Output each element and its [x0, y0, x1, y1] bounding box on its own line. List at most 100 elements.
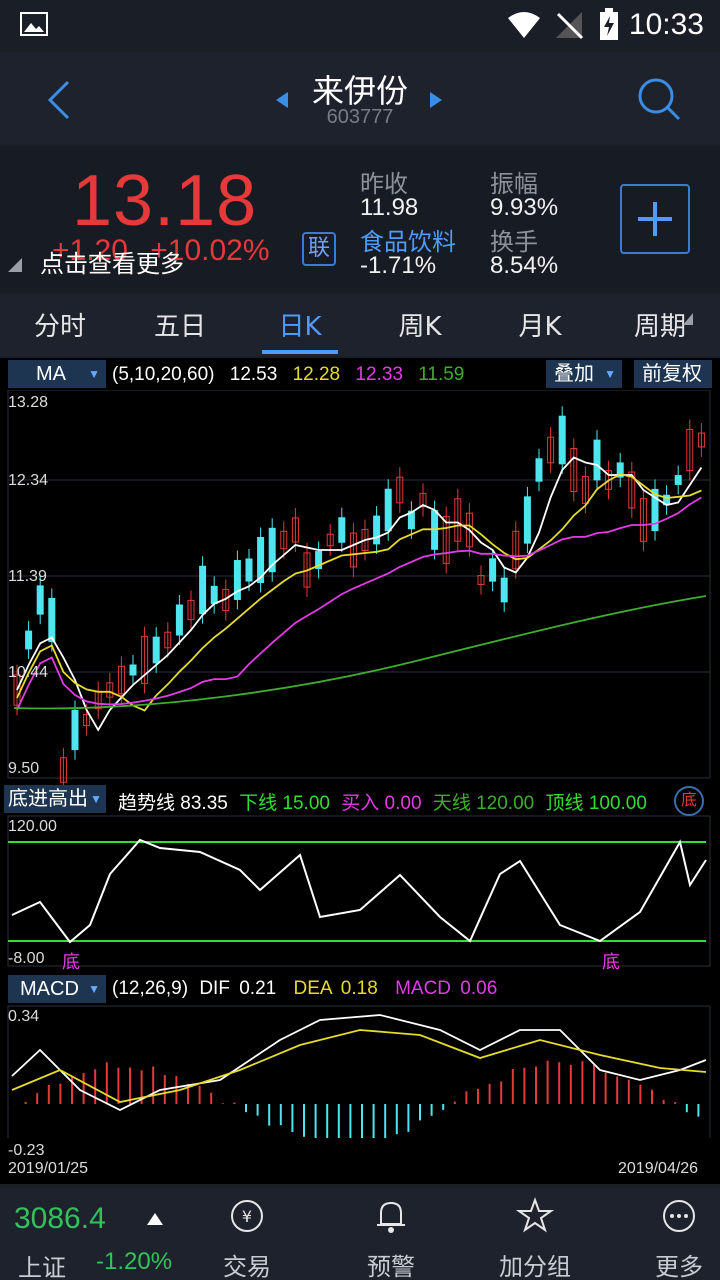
nav-alert[interactable]: 预警: [336, 1196, 446, 1280]
tab-period[interactable]: 周期: [633, 312, 686, 342]
macd-selector-label: MACD: [20, 978, 79, 1000]
macd-y-bottom: -0.23: [8, 1142, 45, 1159]
sector-change: -1.71%: [360, 252, 437, 279]
ma20-line: [16, 496, 702, 711]
y-tick-label: 13.28: [8, 394, 49, 411]
candle-body: [465, 512, 473, 548]
candle-body: [639, 498, 647, 542]
candle-body: [349, 532, 357, 568]
expand-corner-icon: [8, 258, 22, 272]
candle-body: [245, 558, 253, 582]
macd-params: (12,26,9): [112, 978, 189, 999]
amplitude-value: 9.93%: [490, 194, 559, 221]
candle-body: [106, 682, 114, 698]
chevron-down-icon: ▼: [88, 982, 100, 996]
candle-body: [210, 585, 218, 605]
tab-indicator: [262, 350, 338, 354]
sky-label: 天线: [432, 793, 471, 814]
candle-body: [291, 517, 299, 543]
ma-selector-label: MA: [36, 363, 66, 385]
ma10-value: 12.28: [292, 364, 341, 385]
prev-stock-icon[interactable]: [274, 90, 290, 110]
macd-selector[interactable]: MACD ▼: [8, 975, 106, 1003]
macd-y-top: 0.34: [8, 1008, 40, 1025]
dea-value: 0.18: [340, 978, 378, 999]
adjust-button[interactable]: 前复权: [634, 360, 712, 388]
stock-header: 来伊份 603777: [0, 52, 720, 144]
price-change: +1.20: [52, 234, 128, 267]
bottom-signal-icon[interactable]: 底: [674, 786, 704, 816]
quote-panel[interactable]: 13.18 +1.20 +10.02% 点击查看更多 联 昨收 11.98 食品…: [0, 146, 720, 292]
candle-body: [628, 471, 636, 509]
chart-area[interactable]: MA ▼ (5,10,20,60) 12.53 12.28 12.33 11.5…: [0, 358, 720, 1184]
main-frame: [7, 390, 711, 779]
macd-value: 0.06: [460, 978, 498, 999]
dif-line: [11, 1014, 707, 1112]
candle-body: [25, 630, 33, 650]
candle-body: [199, 565, 207, 615]
index-name: 上证: [18, 1254, 66, 1280]
candle-body: [558, 415, 566, 465]
index-value[interactable]: 3086.4: [14, 1202, 106, 1235]
tab-five-day[interactable]: 五日: [153, 312, 206, 342]
candle-body: [570, 448, 578, 492]
sub-frame: [7, 815, 711, 967]
overlay-selector[interactable]: 叠加 ▼: [546, 360, 622, 388]
tab-daily-k[interactable]: 日K: [278, 312, 322, 342]
macd-legend: (12,26,9) DIF 0.21 DEA 0.18 MACD 0.06: [112, 978, 497, 1000]
candle-body: [257, 536, 265, 584]
candle-body: [152, 636, 160, 664]
candle-body: [686, 428, 694, 472]
nav-add-group[interactable]: 加分组: [480, 1196, 590, 1280]
sub-indicator-label: 底进高出: [8, 788, 88, 810]
sub-y-top: 120.00: [8, 818, 57, 835]
macd-frame: [7, 1005, 711, 1138]
stock-name: 来伊份: [311, 72, 408, 110]
turnover-label: 换手: [490, 228, 538, 256]
expand-up-icon[interactable]: [146, 1212, 164, 1226]
sub-indicator-selector[interactable]: 底进高出 ▼: [4, 785, 106, 813]
add-watchlist-button[interactable]: [620, 184, 690, 254]
candle-body: [616, 462, 624, 478]
candle-body: [338, 517, 346, 543]
candle-body: [48, 597, 56, 643]
ma10-line: [16, 473, 702, 712]
ma-selector[interactable]: MA ▼: [8, 360, 106, 388]
last-price: 13.18: [72, 161, 258, 241]
nav-trade[interactable]: ¥ 交易: [192, 1196, 302, 1280]
dif-label: DIF: [199, 978, 230, 999]
nav-add-group-label: 加分组: [499, 1253, 571, 1280]
nav-more[interactable]: 更多: [624, 1196, 720, 1280]
prev-close-label: 昨收: [360, 170, 408, 198]
trend-value: 83.35: [180, 793, 228, 814]
dif-value: 0.21: [239, 978, 277, 999]
date-end: 2019/04/26: [618, 1160, 699, 1177]
chevron-down-icon: ▼: [604, 367, 616, 381]
candle-body: [373, 515, 381, 545]
candle-body: [535, 458, 543, 482]
tab-weekly-k[interactable]: 周K: [398, 312, 442, 342]
candle-body: [512, 530, 520, 570]
tab-intraday[interactable]: 分时: [33, 312, 86, 342]
battery-charging-icon: [600, 8, 618, 40]
search-icon[interactable]: [636, 76, 682, 122]
y-tick-label: 11.39: [8, 568, 47, 585]
wifi-icon: [508, 12, 540, 38]
candle-body: [547, 436, 555, 464]
candle-body: [477, 575, 485, 585]
index-change: -1.20%: [96, 1248, 173, 1275]
next-stock-icon[interactable]: [428, 90, 444, 110]
candle-body: [593, 439, 601, 481]
candle-body: [523, 496, 531, 544]
tab-monthly-k[interactable]: 月K: [518, 312, 562, 342]
price-change-row: +1.20 +10.02%: [52, 234, 270, 268]
period-tabs: 分时 五日 日K 周K 月K 周期: [0, 294, 720, 356]
candle-body: [175, 604, 183, 636]
linked-badge[interactable]: 联: [302, 232, 336, 266]
sector-name[interactable]: 食品饮料: [360, 228, 456, 256]
view-more-tooltip[interactable]: 点击查看更多: [40, 250, 184, 278]
trend-line: [11, 838, 707, 944]
lower-label: 下线: [239, 793, 278, 814]
top-value: 100.00: [588, 793, 647, 814]
back-icon[interactable]: [44, 78, 74, 122]
